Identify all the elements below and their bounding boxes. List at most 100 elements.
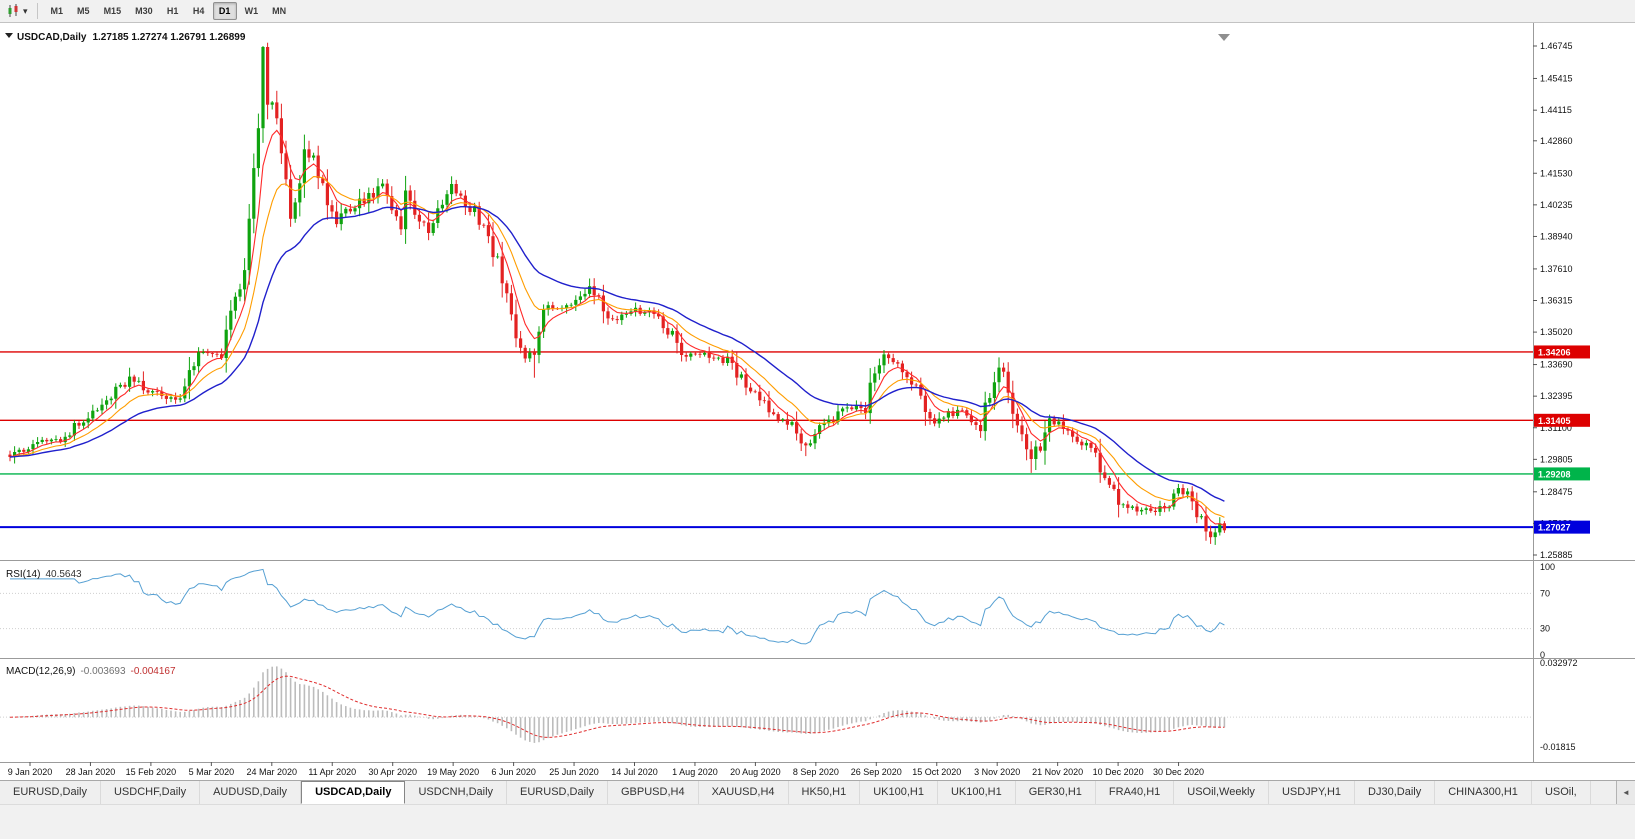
timeframe-button-m1[interactable]: M1 xyxy=(45,2,70,20)
svg-text:19 May 2020: 19 May 2020 xyxy=(427,767,479,777)
svg-text:1.37610: 1.37610 xyxy=(1540,264,1573,274)
chart-tab-usoil-weekly-13[interactable]: USOil,Weekly xyxy=(1174,781,1269,804)
date-axis[interactable]: 9 Jan 2020 28 Jan 2020 15 Feb 2020 5 Mar 20… xyxy=(8,762,1204,777)
timeframe-button-d1[interactable]: D1 xyxy=(212,2,237,20)
svg-text:1.46745: 1.46745 xyxy=(1540,41,1573,51)
svg-text:1.29805: 1.29805 xyxy=(1540,454,1573,464)
candlestick-chart-icon[interactable] xyxy=(6,4,21,18)
svg-text:1.40235: 1.40235 xyxy=(1540,200,1573,210)
svg-text:1.34206: 1.34206 xyxy=(1538,347,1571,357)
svg-text:1.41530: 1.41530 xyxy=(1540,168,1573,178)
svg-text:8 Sep 2020: 8 Sep 2020 xyxy=(793,767,839,777)
svg-text:-0.01815: -0.01815 xyxy=(1540,742,1576,752)
moving-average-6 xyxy=(9,129,1225,527)
moving-average-13 xyxy=(9,176,1225,518)
svg-text:1.28475: 1.28475 xyxy=(1540,487,1573,497)
horizontal-price-lines[interactable] xyxy=(0,351,1533,529)
svg-text:1.25885: 1.25885 xyxy=(1540,550,1573,560)
svg-text:25 Jun 2020: 25 Jun 2020 xyxy=(549,767,599,777)
svg-text:1.45415: 1.45415 xyxy=(1540,73,1573,83)
svg-text:1.32395: 1.32395 xyxy=(1540,391,1573,401)
svg-text:1.38940: 1.38940 xyxy=(1540,231,1573,241)
indicator-level-lines xyxy=(0,592,1533,718)
candles-layer xyxy=(8,42,1226,545)
tab-strip: EURUSD,Daily USDCHF,Daily AUDUSD,Daily USDC… xyxy=(0,781,1591,804)
svg-text:6 Jun 2020: 6 Jun 2020 xyxy=(491,767,536,777)
svg-text:3 Nov 2020: 3 Nov 2020 xyxy=(974,767,1020,777)
svg-text:5 Mar 2020: 5 Mar 2020 xyxy=(189,767,235,777)
chart-tab-usdcad-daily-3[interactable]: USDCAD,Daily xyxy=(301,781,406,804)
svg-text:28 Jan 2020: 28 Jan 2020 xyxy=(66,767,116,777)
chart-tab-bar: EURUSD,Daily USDCHF,Daily AUDUSD,Daily USDC… xyxy=(0,780,1635,804)
macd-signal-line xyxy=(9,675,1225,738)
chart-tab-audusd-daily-2[interactable]: AUDUSD,Daily xyxy=(200,781,302,804)
svg-text:1 Aug 2020: 1 Aug 2020 xyxy=(672,767,718,777)
chart-tab-dj30-daily-15[interactable]: DJ30,Daily xyxy=(1355,781,1436,804)
timeframe-button-m5[interactable]: M5 xyxy=(71,2,96,20)
macd-title: MACD(12,26,9) -0.003693 -0.004167 xyxy=(6,666,176,677)
chart-area[interactable]: 1.46745 1.45415 1.44115 1.42860 1.41530 1.402… xyxy=(0,23,1635,780)
svg-text:30 Apr 2020: 30 Apr 2020 xyxy=(368,767,417,777)
chart-tab-xauusd-h4-7[interactable]: XAUUSD,H4 xyxy=(699,781,789,804)
svg-text:15 Feb 2020: 15 Feb 2020 xyxy=(126,767,177,777)
macd-histogram xyxy=(13,666,1226,743)
svg-text:100: 100 xyxy=(1540,562,1555,572)
svg-text:24 Mar 2020: 24 Mar 2020 xyxy=(247,767,298,777)
svg-text:1.36315: 1.36315 xyxy=(1540,296,1573,306)
chart-tab-hk50-h1-8[interactable]: HK50,H1 xyxy=(789,781,861,804)
timeframe-button-group: M1 M5 M15 M30 H1 H4 D1 W1 MN xyxy=(44,2,294,20)
chart-tab-china300-h1-16[interactable]: CHINA300,H1 xyxy=(1435,781,1532,804)
svg-text:26 Sep 2020: 26 Sep 2020 xyxy=(851,767,902,777)
chart-tab-usoil--17[interactable]: USOil, xyxy=(1532,781,1591,804)
chart-tab-usdjpy-h1-14[interactable]: USDJPY,H1 xyxy=(1269,781,1356,804)
svg-text:0: 0 xyxy=(1540,650,1545,660)
svg-text:30 Dec 2020: 30 Dec 2020 xyxy=(1153,767,1204,777)
toolbar-separator xyxy=(36,3,38,19)
chart-tab-usdchf-daily-1[interactable]: USDCHF,Daily xyxy=(101,781,201,804)
price-line-tags: 1.34206 1.31405 1.29208 1.27027 xyxy=(1534,345,1590,534)
svg-text:21 Nov 2020: 21 Nov 2020 xyxy=(1032,767,1083,777)
svg-text:1.31100: 1.31100 xyxy=(1540,423,1572,433)
chart-tab-eurusd-daily-0[interactable]: EURUSD,Daily xyxy=(0,781,101,804)
svg-text:11 Apr 2020: 11 Apr 2020 xyxy=(308,767,356,777)
chart-tab-usdcnh-daily-4[interactable]: USDCNH,Daily xyxy=(405,781,508,804)
svg-text:1.31405: 1.31405 xyxy=(1538,416,1571,426)
svg-text:14 Jul 2020: 14 Jul 2020 xyxy=(611,767,658,777)
svg-text:1.44115: 1.44115 xyxy=(1540,105,1572,115)
status-bar-area xyxy=(0,804,1635,839)
timeframe-button-mn[interactable]: MN xyxy=(266,2,292,20)
chart-tab-uk100-h1-10[interactable]: UK100,H1 xyxy=(938,781,1016,804)
svg-text:1.35020: 1.35020 xyxy=(1540,327,1573,337)
price-axis[interactable]: 1.46745 1.45415 1.44115 1.42860 1.41530 1.402… xyxy=(1533,41,1578,752)
svg-text:1.27027: 1.27027 xyxy=(1538,523,1571,533)
svg-text:15 Oct 2020: 15 Oct 2020 xyxy=(912,767,961,777)
svg-text:9 Jan 2020: 9 Jan 2020 xyxy=(8,767,53,777)
tabs-scroll-left-button[interactable]: ◄ xyxy=(1616,781,1635,804)
chart-tab-ger30-h1-11[interactable]: GER30,H1 xyxy=(1016,781,1096,804)
svg-text:0.032972: 0.032972 xyxy=(1540,658,1578,668)
chart-tab-eurusd-daily-5[interactable]: EURUSD,Daily xyxy=(507,781,608,804)
chart-collapse-icon[interactable] xyxy=(5,33,13,38)
chart-tab-gbpusd-h4-6[interactable]: GBPUSD,H4 xyxy=(608,781,699,804)
svg-text:30: 30 xyxy=(1540,624,1550,634)
toolbar: ▾ M1 M5 M15 M30 H1 H4 D1 W1 MN xyxy=(0,0,1635,23)
timeframe-button-w1[interactable]: W1 xyxy=(239,2,265,20)
panel-separators xyxy=(0,23,1635,763)
chart-tab-fra40-h1-12[interactable]: FRA40,H1 xyxy=(1096,781,1175,804)
moving-average-28 xyxy=(9,205,1225,502)
chart-type-dropdown-caret-icon[interactable]: ▾ xyxy=(23,5,28,16)
timeframe-button-h4[interactable]: H4 xyxy=(187,2,211,20)
chart-title: USDCAD,Daily 1.27185 1.27274 1.26791 1.26… xyxy=(17,32,246,43)
timeframe-button-m30[interactable]: M30 xyxy=(129,2,159,20)
timeframe-button-h1[interactable]: H1 xyxy=(161,2,185,20)
svg-text:20 Aug 2020: 20 Aug 2020 xyxy=(730,767,781,777)
rsi-title: RSI(14) 40.5643 xyxy=(6,569,82,580)
chart-shift-marker-icon[interactable] xyxy=(1218,34,1230,41)
timeframe-button-m15[interactable]: M15 xyxy=(98,2,128,20)
rsi-line xyxy=(10,568,1225,645)
chart-window: 1.46745 1.45415 1.44115 1.42860 1.41530 1.402… xyxy=(0,23,1635,780)
svg-text:10 Dec 2020: 10 Dec 2020 xyxy=(1093,767,1144,777)
svg-text:70: 70 xyxy=(1540,588,1550,598)
chart-tab-uk100-h1-9[interactable]: UK100,H1 xyxy=(860,781,938,804)
